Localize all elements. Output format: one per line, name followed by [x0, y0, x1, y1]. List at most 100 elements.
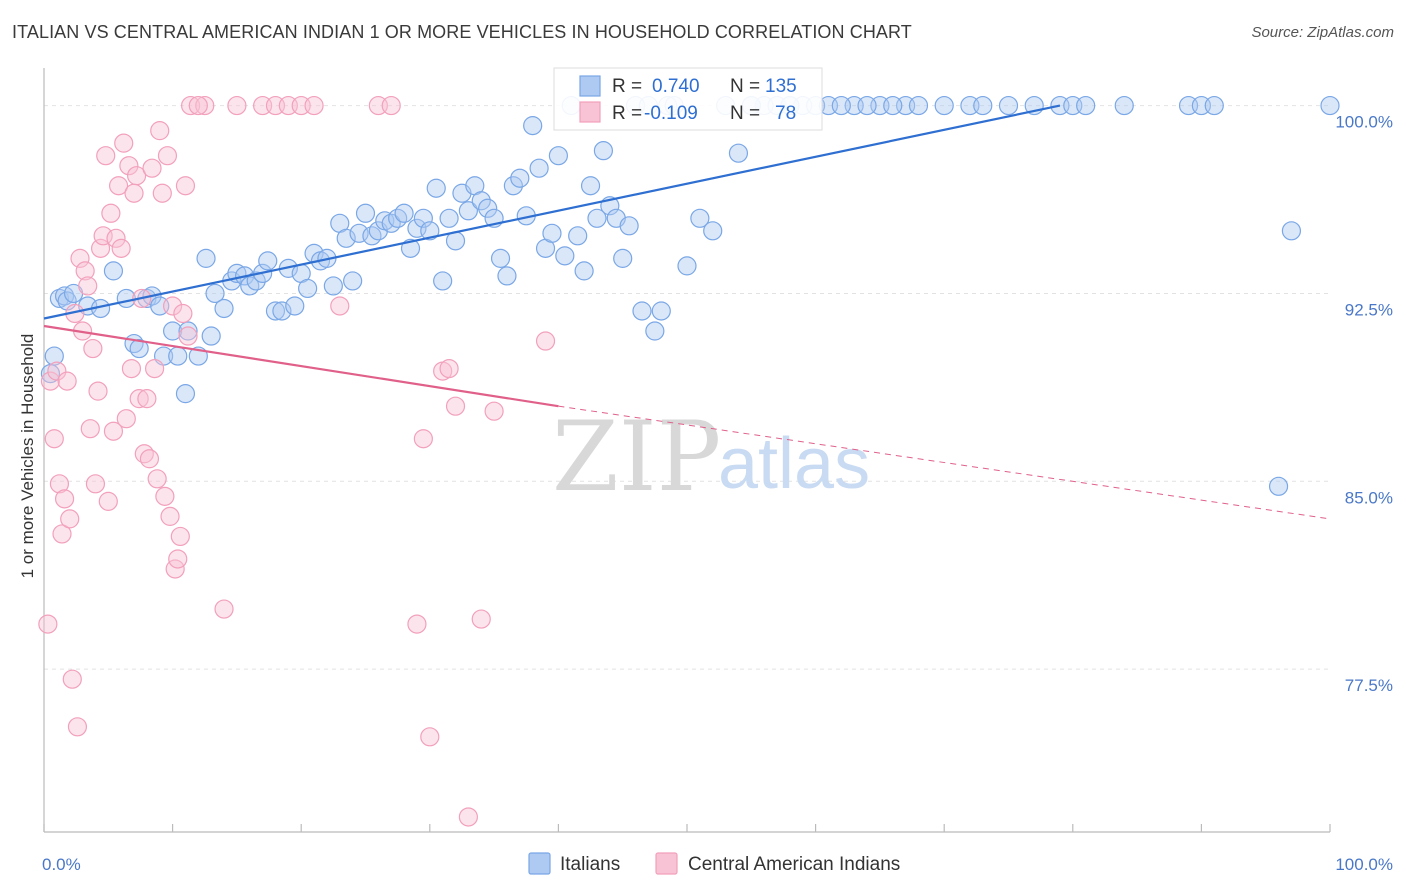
italians-point-50	[381, 213, 401, 233]
italians-point-129	[883, 95, 903, 116]
italians-point-55	[413, 208, 433, 228]
italians-point-8	[103, 261, 124, 281]
italians-point-53	[400, 238, 421, 258]
italians-point-79	[568, 226, 588, 246]
cai-point-32	[121, 358, 142, 379]
cai-point-54	[178, 326, 198, 346]
cai-point-4	[49, 474, 70, 494]
cai-point-40	[142, 158, 162, 178]
cai-point-47	[160, 506, 180, 526]
cai-point-22	[96, 146, 116, 166]
cai-point-53	[175, 176, 196, 196]
cai-point-38	[137, 389, 157, 409]
cai-point-9	[62, 669, 82, 689]
stats-legend: R = 0.740 N = 135 R = -0.109 N = 78	[553, 67, 823, 131]
x-tick-labels: 0.0% 100.0%	[42, 855, 1393, 874]
italians-point-123	[1281, 221, 1302, 241]
italians-point-89	[632, 301, 652, 321]
cai-point-27	[108, 176, 129, 196]
axis-layer	[43, 68, 1331, 833]
cai-point-51	[170, 526, 190, 547]
cai-point-77	[304, 95, 324, 116]
italians-point-75	[542, 223, 562, 243]
cai-point-25	[103, 421, 124, 441]
cai-point-42	[147, 469, 167, 489]
italians-point-67	[490, 248, 511, 268]
cai-point-55	[181, 95, 201, 116]
italians-point-2	[49, 288, 70, 309]
cai-point-73	[471, 609, 491, 629]
italians-point-44	[343, 271, 363, 291]
cai-point-43	[150, 121, 170, 141]
cai-point-8	[60, 509, 80, 529]
legend-swatch-cai	[579, 101, 601, 123]
italians-point-83	[593, 141, 614, 161]
italians-point-51	[388, 208, 408, 228]
cai-point-50	[168, 549, 188, 569]
cai-point-12	[70, 248, 90, 268]
x-tick-label-1: 100.0%	[1335, 855, 1393, 874]
bottom-legend-swatch-italians	[528, 852, 551, 875]
cai-point-34	[126, 166, 147, 186]
cai-point-18	[85, 474, 106, 494]
cai-point-48	[163, 296, 183, 316]
cai-point-7	[57, 371, 77, 391]
cai-trend-line-extension	[558, 405, 1331, 520]
cai-point-1	[40, 371, 61, 391]
cai-point-68	[420, 727, 440, 747]
italians-point-21	[196, 248, 216, 268]
cai-point-16	[80, 419, 100, 439]
legend-r-value-italians: 0.740	[652, 76, 700, 97]
y-tick-label-0: 100.0%	[1335, 113, 1393, 132]
cai-point-19	[88, 381, 108, 401]
cai-point-41	[144, 358, 165, 379]
italians-point-17	[168, 346, 188, 366]
cai-point-26	[106, 228, 126, 248]
cai-point-70	[439, 358, 459, 379]
italians-point-122	[1268, 476, 1289, 496]
cai-point-56	[195, 95, 215, 116]
italians-point-11	[129, 338, 149, 359]
italians-trend-line	[43, 104, 1061, 320]
cai-point-65	[381, 95, 401, 116]
italians-point-57	[426, 178, 446, 198]
italians-point-121	[1204, 95, 1224, 116]
italians-point-33	[272, 301, 292, 321]
bottom-legend-label-italians: Italians	[560, 854, 620, 875]
italians-point-77	[555, 246, 575, 266]
italians-point-68	[497, 266, 517, 286]
watermark-zip: ZIP	[552, 401, 721, 513]
italians-point-28	[240, 276, 260, 296]
cai-point-71	[445, 396, 466, 416]
italians-point-127	[831, 95, 851, 116]
grid-layer	[44, 105, 1330, 670]
italians-point-87	[619, 216, 639, 236]
y-tick-labels: 100.0% 92.5% 85.0% 77.5%	[1335, 113, 1393, 696]
italians-point-99	[728, 143, 749, 163]
italians-point-22	[201, 326, 221, 346]
y-tick-label-1: 92.5%	[1345, 300, 1393, 319]
italians-point-59	[439, 208, 459, 228]
chart-source: Source: ZipAtlas.com	[1251, 24, 1394, 41]
cai-point-44	[152, 183, 172, 203]
y-axis-label: 1 or more Vehicles in Household	[18, 334, 37, 579]
cai-point-15	[78, 276, 98, 296]
italians-point-64	[471, 191, 491, 211]
cai-point-58	[227, 95, 247, 116]
italians-point-91	[645, 321, 665, 341]
italians-point-97	[703, 221, 723, 241]
italians-point-19	[178, 321, 198, 341]
cai-point-66	[407, 614, 427, 634]
cai-point-3	[47, 361, 67, 381]
italians-point-124	[1320, 95, 1340, 116]
cai-point-5	[52, 524, 72, 544]
x-tick-label-0: 0.0%	[42, 855, 81, 874]
cai-point-24	[101, 203, 121, 223]
italians-point-112	[973, 95, 993, 116]
italians-point-113	[998, 95, 1019, 116]
italians-point-130	[908, 95, 929, 116]
cai-point-45	[155, 486, 175, 506]
cai-point-33	[124, 183, 144, 203]
cai-point-76	[188, 95, 208, 116]
